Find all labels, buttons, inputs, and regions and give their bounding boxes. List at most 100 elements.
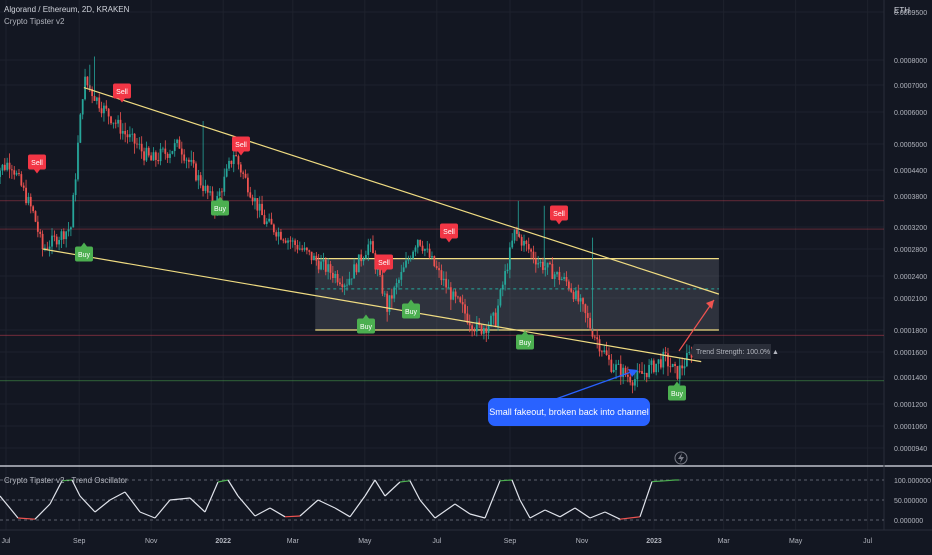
candle-body: [527, 244, 530, 250]
candle-body: [29, 196, 32, 207]
candle-body: [32, 206, 35, 212]
trend-strength-text: Trend Strength: 100.0% ▲: [696, 349, 779, 356]
candle-body: [438, 268, 440, 271]
buy-signal: Buy: [75, 242, 93, 262]
signal-label: Sell: [31, 160, 43, 167]
x-tick-label: Nov: [576, 538, 589, 545]
candle-body: [251, 197, 254, 202]
candle-body: [6, 162, 9, 170]
candle-body: [27, 196, 30, 204]
candle-body: [296, 244, 299, 250]
candle-body: [308, 250, 311, 252]
signal-pointer: [556, 220, 562, 225]
candle-body: [513, 229, 516, 241]
candle-body: [350, 278, 353, 280]
signal-tag: [28, 154, 46, 170]
candle-body: [546, 262, 549, 268]
candle-body: [343, 285, 346, 288]
candle-body: [492, 312, 495, 316]
candle-body: [103, 105, 105, 114]
candle-body: [322, 259, 325, 262]
osc-segment: [604, 511, 621, 520]
candle-body: [339, 282, 341, 285]
signal-label: Buy: [671, 391, 684, 398]
candle-body: [242, 172, 245, 174]
candle-body: [268, 218, 271, 222]
signal-label: Sell: [378, 260, 390, 267]
candle-body: [65, 231, 68, 240]
candle-body: [667, 353, 669, 367]
signal-tag: [550, 205, 568, 221]
candle-body: [289, 240, 292, 242]
candle-body: [221, 191, 223, 193]
osc-segment: [434, 503, 456, 519]
candle-body: [638, 370, 641, 372]
candle-body: [152, 152, 155, 161]
signal-pointer: [81, 242, 87, 247]
y-tick-label: 0.0001400: [894, 375, 927, 382]
candle-body: [452, 291, 455, 300]
candle-body: [431, 256, 433, 258]
candle-body: [287, 240, 289, 243]
y-tick-label: 0.0001060: [894, 424, 927, 431]
candle-body: [421, 245, 424, 251]
candle-body: [494, 312, 497, 327]
osc-segment: [519, 499, 531, 519]
signal-label: Buy: [405, 309, 418, 316]
candle-body: [482, 328, 485, 334]
signal-pointer: [446, 238, 452, 243]
candle-body: [128, 134, 131, 138]
candle-body: [44, 247, 46, 250]
candle-body: [683, 366, 686, 369]
candle-body: [449, 287, 452, 300]
signal-tag: [668, 385, 686, 401]
sell-signal: Sell: [113, 83, 131, 103]
candle-body: [121, 130, 124, 134]
x-tick-label: 2023: [646, 538, 662, 545]
candle-body: [294, 240, 296, 245]
candle-body: [20, 174, 23, 186]
candle-body: [442, 278, 445, 281]
candle-body: [232, 155, 235, 165]
candle-body: [490, 315, 492, 326]
signal-pointer: [522, 330, 528, 335]
signal-label: Buy: [519, 340, 532, 347]
candle-body: [676, 366, 679, 379]
candle-body: [211, 191, 214, 205]
osc-segment: [154, 499, 171, 519]
candle-body: [487, 325, 490, 333]
candle-body: [414, 247, 417, 252]
candle-body: [341, 284, 344, 288]
candle-body: [652, 360, 655, 373]
candle-body: [570, 288, 573, 292]
note-bg: [488, 398, 650, 426]
candle-body: [596, 337, 599, 340]
candle-body: [105, 105, 108, 109]
candle-body: [610, 359, 613, 372]
candle-body: [575, 290, 577, 300]
candle-body: [195, 163, 197, 181]
candle-body: [263, 215, 266, 225]
candle-body: [79, 114, 82, 143]
candle-body: [544, 267, 547, 270]
candle-body: [605, 350, 608, 355]
candle-body: [398, 279, 400, 284]
candle-body: [558, 272, 561, 281]
lightning-icon-bolt: [678, 453, 684, 463]
candle-body: [124, 130, 127, 135]
osc-segment: [384, 481, 401, 497]
candle-body: [86, 76, 89, 86]
signal-tag: [375, 254, 393, 270]
candle-body: [272, 224, 275, 233]
signal-pointer: [217, 196, 223, 201]
osc-segment: [189, 497, 206, 513]
candle-body: [249, 192, 252, 198]
osc-segment: [227, 479, 239, 497]
osc-segment: [334, 507, 351, 518]
x-tick-label: Mar: [718, 538, 731, 545]
candle-body: [145, 147, 148, 161]
signal-pointer: [408, 299, 414, 304]
candle-body: [239, 164, 242, 173]
osc-segment: [169, 497, 191, 501]
